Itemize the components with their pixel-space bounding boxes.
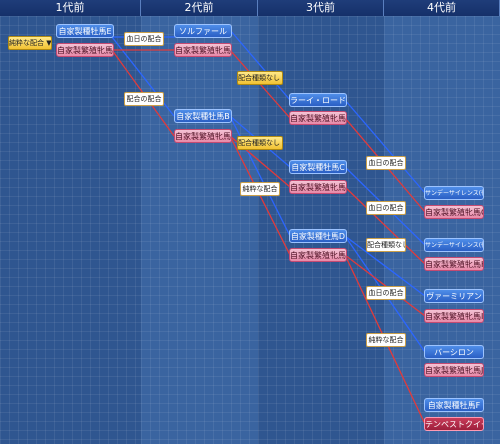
line-sire bbox=[229, 29, 291, 101]
dam-g4-1[interactable]: 自家製繁殖牝馬G bbox=[424, 205, 484, 219]
header-generation-3: 3代前 bbox=[258, 0, 384, 16]
line-sire bbox=[344, 99, 426, 194]
column-2 bbox=[141, 16, 258, 444]
dam-g3-2[interactable]: 自家製繁殖牝馬E bbox=[289, 180, 347, 194]
header-generation-2: 2代前 bbox=[141, 0, 258, 16]
breeding-tag-g2-1[interactable]: 配合種類なし ▼ bbox=[237, 71, 283, 85]
dam-g4-2[interactable]: 自家製繁殖牝馬H bbox=[424, 257, 484, 271]
breeding-tag-g3-5[interactable]: 純粋な配合 bbox=[366, 333, 406, 347]
sire-g3-3[interactable]: 自家製種牡馬D bbox=[289, 229, 347, 243]
breeding-tag-g3-2[interactable]: 血日の配合 bbox=[366, 201, 406, 215]
dam-g3-3[interactable]: 自家製繁殖牝馬F bbox=[289, 248, 347, 262]
sire-g2-2[interactable]: 自家製種牡馬B bbox=[174, 109, 232, 123]
header-generation-1: 1代前 bbox=[0, 0, 141, 16]
breeding-tag-g3-3[interactable]: 配合種類なし bbox=[366, 238, 406, 252]
line-sire bbox=[229, 115, 291, 237]
line-sire bbox=[344, 235, 426, 297]
sire-g4-1[interactable]: サンデーサイレンス(後) bbox=[424, 186, 484, 200]
sire-g4-4[interactable]: バーシロン bbox=[424, 345, 484, 359]
breeding-tag-g2-2[interactable]: 配合種類なし ▼ bbox=[237, 136, 283, 150]
dam-g4-4[interactable]: 自家製繁殖牝馬J bbox=[424, 363, 484, 377]
sire-g4-2[interactable]: サンデーサイレンス(後) bbox=[424, 238, 484, 252]
dam-g4-3[interactable]: 自家製繁殖牝馬I bbox=[424, 309, 484, 323]
dam-g2-1[interactable]: 自家製繁殖牝馬B bbox=[174, 43, 232, 57]
breeding-tag-root[interactable]: 純粋な配合 ▼ bbox=[8, 36, 52, 50]
line-dam bbox=[344, 186, 426, 265]
sire-g3-2[interactable]: 自家製種牡馬C bbox=[289, 160, 347, 174]
dam-g1[interactable]: 自家製繁殖牝馬A bbox=[56, 43, 114, 57]
sire-g4-5[interactable]: 自家製種牡馬F bbox=[424, 398, 484, 412]
dam-g3-1[interactable]: 自家製繁殖牝馬D bbox=[289, 111, 347, 125]
dam-g4-5[interactable]: テンペストクイーン bbox=[424, 417, 484, 431]
sire-g2-1[interactable]: ソルファール bbox=[174, 24, 232, 38]
breeding-tag-g2-3[interactable]: 純粋な配合 bbox=[240, 182, 280, 196]
breeding-tag-g1d[interactable]: 配合の配合 bbox=[124, 92, 164, 106]
sire-g3-1[interactable]: ラーイ・ロード bbox=[289, 93, 347, 107]
dam-g2-2[interactable]: 自家製繁殖牝馬C bbox=[174, 129, 232, 143]
sire-g1[interactable]: 自家製種牡馬E bbox=[56, 24, 114, 38]
breeding-tag-g3-1[interactable]: 血日の配合 bbox=[366, 156, 406, 170]
line-dam bbox=[344, 254, 426, 317]
column-1 bbox=[0, 16, 141, 444]
breeding-tag-g3-4[interactable]: 血日の配合 bbox=[366, 286, 406, 300]
header-generation-4: 4代前 bbox=[384, 0, 500, 16]
sire-g4-3[interactable]: ヴァーミリアン bbox=[424, 289, 484, 303]
breeding-tag-g1s[interactable]: 血日の配合 bbox=[124, 32, 164, 46]
